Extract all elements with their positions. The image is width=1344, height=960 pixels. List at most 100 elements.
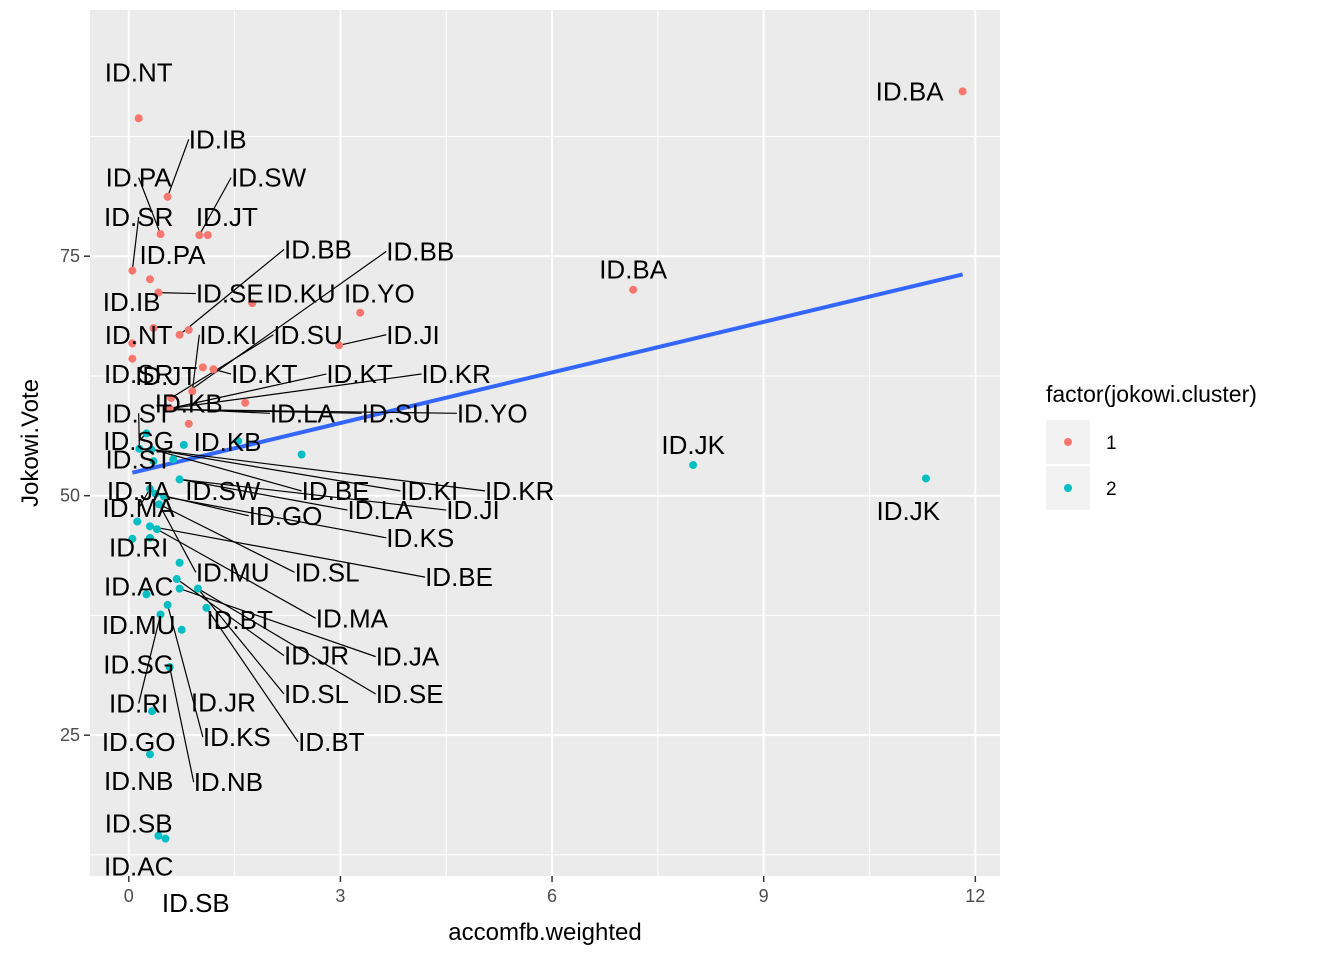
label-leader [205, 607, 299, 743]
label-leader [158, 291, 196, 295]
legend-key-dot [1064, 484, 1072, 492]
point-label: ID.JI [386, 320, 439, 350]
label-leader [169, 373, 422, 410]
data-point-cluster-1 [145, 275, 154, 284]
point-label: ID.ST [105, 444, 172, 474]
grid-minor [90, 10, 1000, 876]
label-leader [191, 334, 200, 392]
data-point-cluster-1 [163, 192, 172, 201]
point-label: ID.KS [203, 722, 271, 752]
y-tick-label: 75 [60, 246, 80, 266]
data-point-cluster-1 [335, 341, 344, 350]
point-label: ID.BT [206, 605, 273, 635]
data-point-cluster-2 [193, 584, 202, 593]
point-label: ID.KU [266, 279, 335, 309]
data-point-cluster-1 [241, 398, 250, 407]
label-leader [197, 588, 285, 695]
point-label: ID.SW [185, 476, 261, 506]
label-leader [138, 177, 162, 235]
point-label: ID.JT [196, 202, 258, 232]
point-label: ID.SG [103, 649, 174, 679]
point-label: ID.NB [104, 766, 173, 796]
point-label: ID.MA [103, 493, 176, 523]
point-label: ID.BE [425, 562, 493, 592]
point-label: ID.KR [422, 359, 491, 389]
data-point-cluster-2 [154, 831, 163, 840]
data-point-cluster-1 [165, 404, 174, 413]
label-leader [198, 177, 232, 236]
label-leader [138, 413, 140, 449]
data-point-cluster-1 [134, 114, 143, 123]
point-label: ID.BB [284, 234, 352, 264]
label-leader [138, 614, 162, 704]
point-label: ID.BA [876, 76, 945, 106]
point-label: ID.SU [362, 398, 431, 428]
point-label: ID.SU [273, 320, 342, 350]
point-label: ID.YO [344, 279, 415, 309]
label-leader [197, 588, 377, 695]
label-leader [153, 449, 401, 492]
data-point-cluster-2 [689, 461, 698, 470]
label-leader [158, 503, 295, 573]
point-label: ID.SG [103, 426, 174, 456]
data-point-cluster-1 [958, 87, 967, 96]
point-label: ID.RI [109, 689, 168, 719]
data-point-cluster-1 [149, 324, 158, 333]
point-label: ID.JT [135, 361, 197, 391]
data-point-cluster-2 [133, 517, 142, 526]
legend-label: 2 [1106, 479, 1117, 500]
data-point-cluster-2 [156, 610, 165, 619]
data-point-cluster-2 [147, 445, 156, 454]
data-point-cluster-1 [154, 288, 163, 297]
point-label: ID.JA [107, 476, 171, 506]
label-leader [179, 478, 447, 511]
label-leader [179, 478, 348, 511]
point-label: ID.KR [485, 476, 554, 506]
point-label: ID.BB [386, 236, 454, 266]
data-point-cluster-1 [209, 365, 218, 374]
label-leader [169, 667, 195, 783]
label-leader [158, 504, 197, 573]
data-point-cluster-2 [153, 525, 162, 534]
point-label: ID.MU [196, 557, 270, 587]
data-point-cluster-1 [128, 339, 137, 348]
point-label: ID.YO [457, 398, 528, 428]
data-point-cluster-2 [149, 457, 158, 466]
point-label: ID.SW [231, 163, 307, 193]
point-label: ID.ST [105, 398, 172, 428]
point-label: ID.IB [189, 124, 247, 154]
data-point-cluster-2 [175, 475, 184, 484]
point-label: ID.KS [386, 523, 454, 553]
point-label: ID.NB [194, 767, 263, 797]
data-point-cluster-1 [156, 230, 165, 239]
point-label: ID.KB [155, 389, 223, 419]
data-point-cluster-2 [163, 600, 172, 609]
data-point-cluster-2 [128, 534, 137, 543]
data-point-cluster-2 [142, 590, 151, 599]
label-leader [338, 334, 387, 346]
point-label: ID.JR [191, 688, 256, 718]
data-point-cluster-1 [128, 354, 137, 363]
data-point-cluster-2 [169, 455, 178, 464]
data-point-cluster-2 [297, 450, 306, 459]
x-axis-title: accomfb.weighted [448, 919, 641, 946]
data-points [128, 87, 967, 843]
point-label: ID.KI [199, 320, 257, 350]
data-point-cluster-1 [195, 231, 204, 240]
point-label: ID.GO [102, 727, 176, 757]
data-point-cluster-2 [161, 834, 170, 843]
data-point-cluster-1 [356, 308, 365, 317]
data-point-cluster-2 [921, 474, 930, 483]
point-label: ID.GO [249, 501, 323, 531]
point-label: ID.JK [661, 430, 725, 460]
point-label: ID.AC [104, 851, 173, 881]
point-label: ID.JK [877, 496, 941, 526]
x-tick-label: 3 [335, 886, 345, 906]
point-label: ID.LA [347, 495, 413, 525]
point-label: ID.SB [162, 888, 230, 918]
label-leader [163, 496, 387, 539]
data-point-cluster-1 [629, 285, 638, 294]
y-axis-title: Jokowi.Vote [17, 379, 44, 507]
